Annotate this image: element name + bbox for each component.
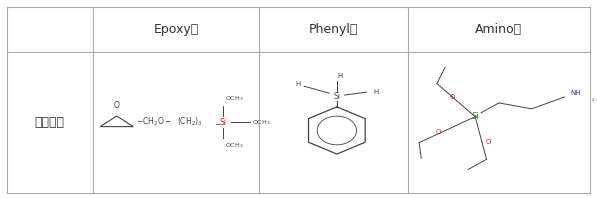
Text: Amino계: Amino계 xyxy=(475,23,522,36)
Text: NH: NH xyxy=(570,90,581,96)
Text: Si: Si xyxy=(333,91,340,101)
Text: O: O xyxy=(435,129,441,135)
Text: 화학구조: 화학구조 xyxy=(35,116,65,129)
Text: O: O xyxy=(114,101,119,110)
Text: $\mathregular{OCH_3}$: $\mathregular{OCH_3}$ xyxy=(225,94,244,103)
Text: O: O xyxy=(450,94,455,100)
Text: H: H xyxy=(296,81,301,87)
Text: $_2$: $_2$ xyxy=(591,96,595,104)
Text: O: O xyxy=(485,139,491,145)
Text: Phenyl계: Phenyl계 xyxy=(309,23,359,36)
Text: Si: Si xyxy=(220,118,227,127)
Text: H: H xyxy=(337,73,343,79)
Text: $\mathregular{OCH_3}$: $\mathregular{OCH_3}$ xyxy=(225,141,244,150)
Text: $\mathregular{-CH_2O-}$: $\mathregular{-CH_2O-}$ xyxy=(136,116,173,129)
Text: $\mathregular{(CH_2)_3}$: $\mathregular{(CH_2)_3}$ xyxy=(177,116,202,129)
Text: $\mathregular{OCH_3}$: $\mathregular{OCH_3}$ xyxy=(252,118,270,127)
Text: Epoxy계: Epoxy계 xyxy=(153,23,199,36)
Text: H: H xyxy=(373,89,378,95)
Text: $\mathregular{-}$: $\mathregular{-}$ xyxy=(214,118,222,127)
Text: Si: Si xyxy=(472,112,479,121)
